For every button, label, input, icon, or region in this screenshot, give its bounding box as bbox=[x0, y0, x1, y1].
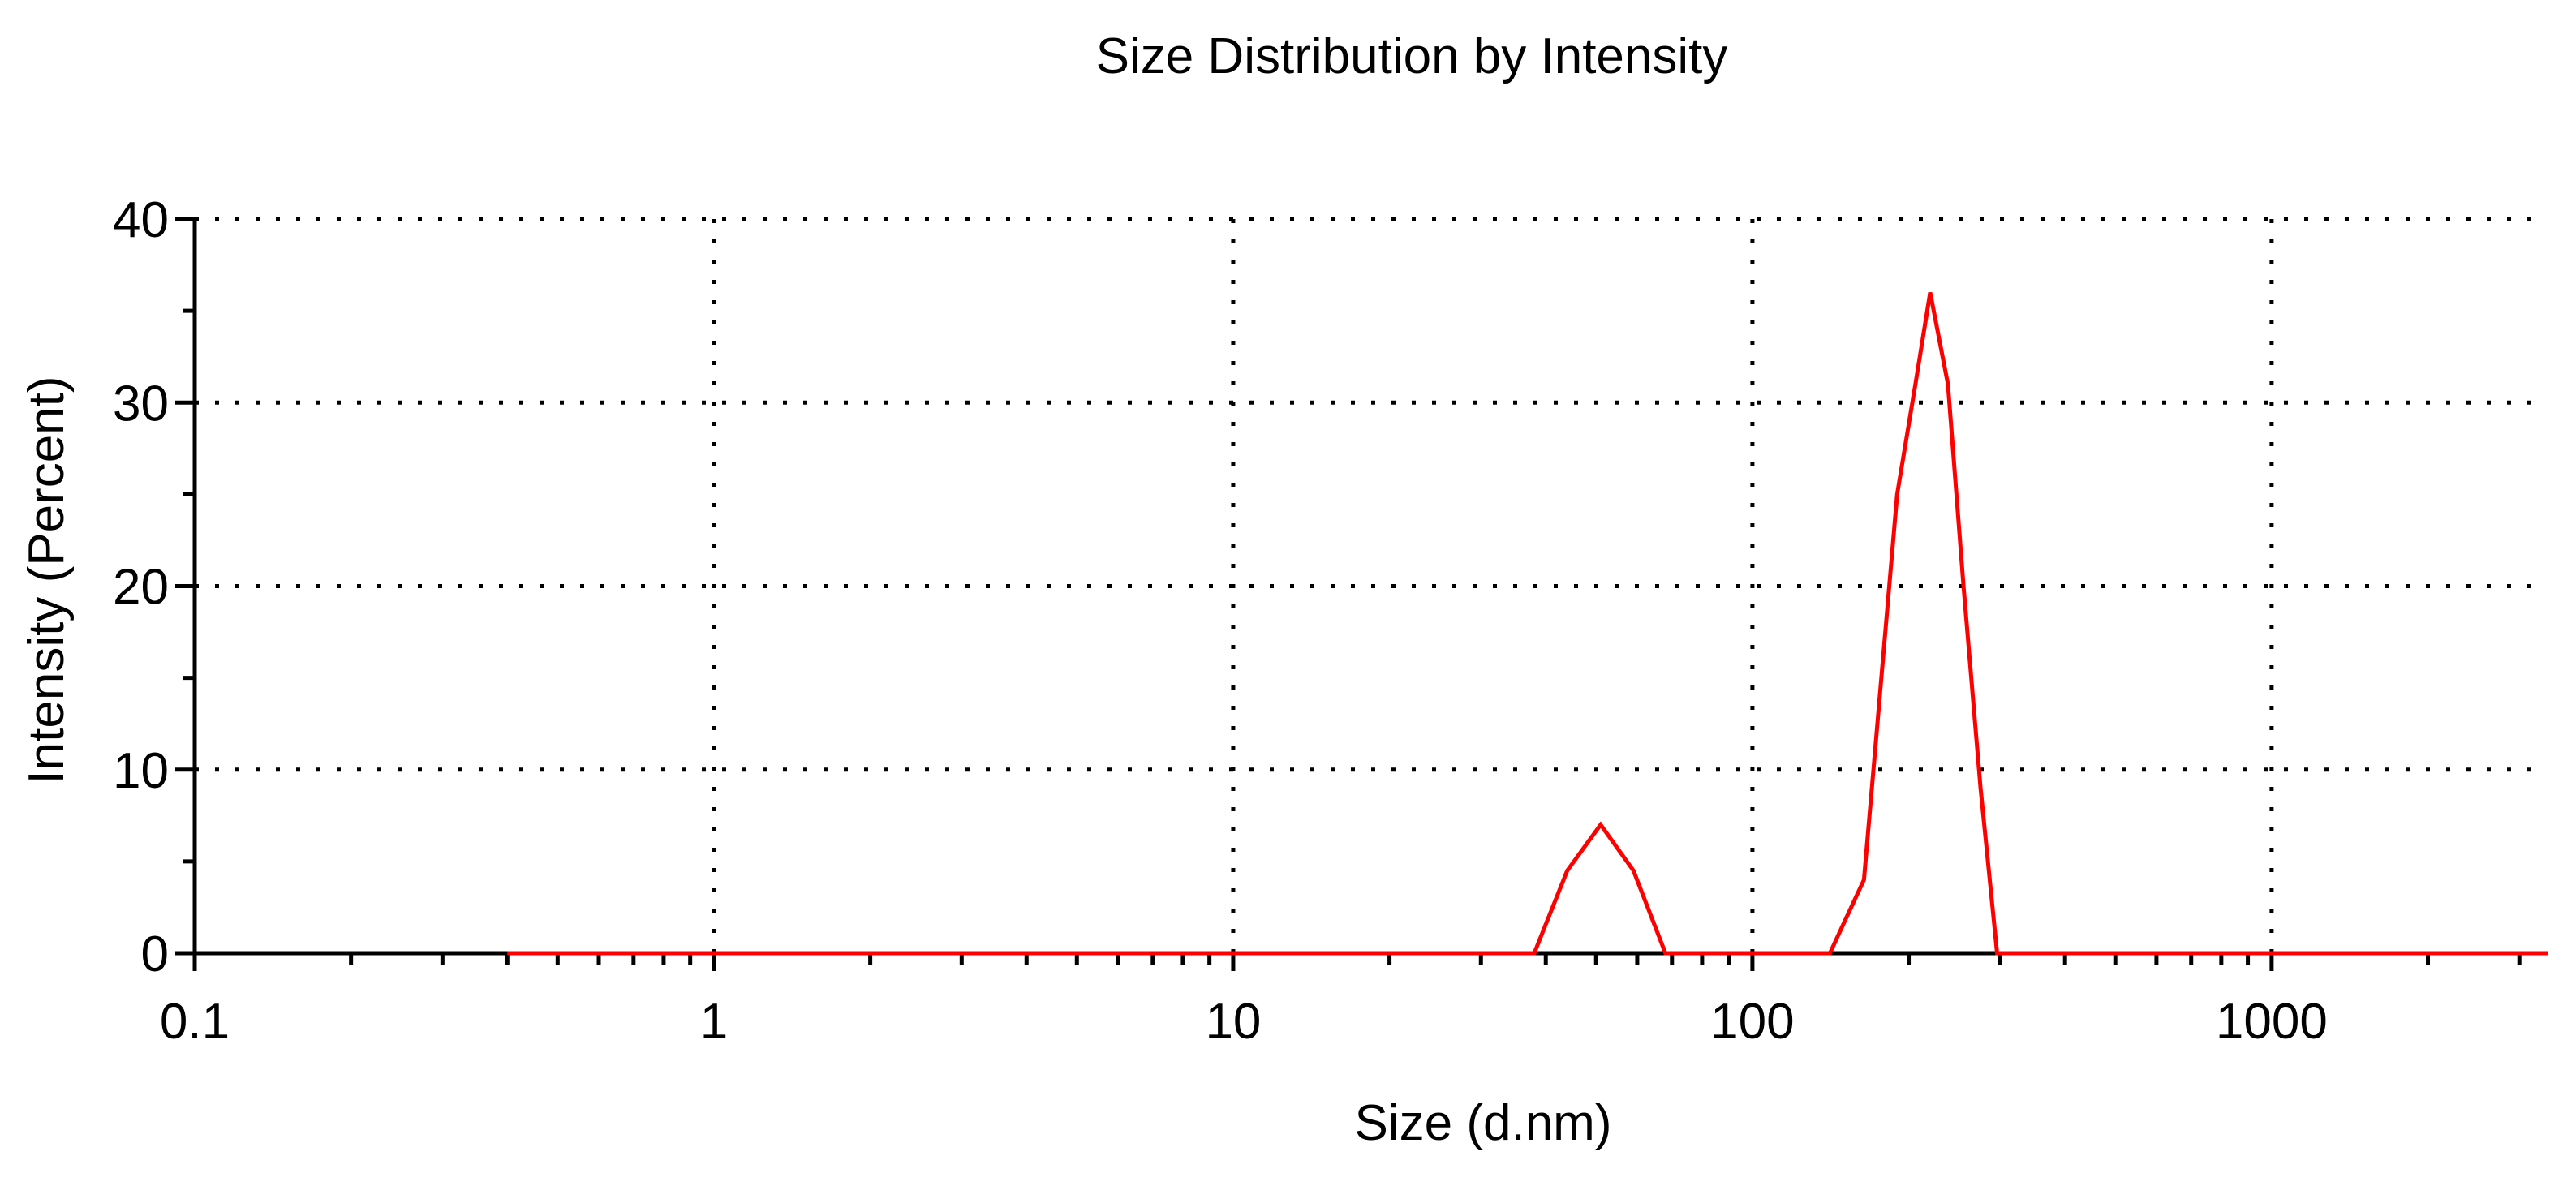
y-tick-label: 10 bbox=[113, 743, 169, 799]
y-tick-label: 30 bbox=[113, 376, 169, 432]
data-series bbox=[507, 292, 2548, 956]
chart-title: Size Distribution by Intensity bbox=[1096, 28, 1728, 84]
series-line bbox=[507, 292, 2548, 956]
y-tick-label: 20 bbox=[113, 560, 169, 616]
x-axis-title: Size (d.nm) bbox=[1355, 1095, 1612, 1151]
tick-marks bbox=[175, 217, 2522, 971]
x-tick-label: 100 bbox=[1710, 994, 1794, 1050]
tick-labels: 0 10 20 30 40 0.1 1 10 100 1000 bbox=[113, 192, 2328, 1050]
x-tick-label: 10 bbox=[1205, 994, 1261, 1050]
y-tick-label: 40 bbox=[113, 192, 169, 248]
x-tick-label: 1 bbox=[700, 994, 728, 1050]
x-tick-label: 1000 bbox=[2216, 994, 2328, 1050]
x-tick-label: 0.1 bbox=[160, 994, 230, 1050]
y-axis-title: Intensity (Percent) bbox=[19, 376, 75, 784]
y-tick-label: 0 bbox=[141, 926, 169, 982]
gridlines bbox=[195, 217, 2548, 953]
